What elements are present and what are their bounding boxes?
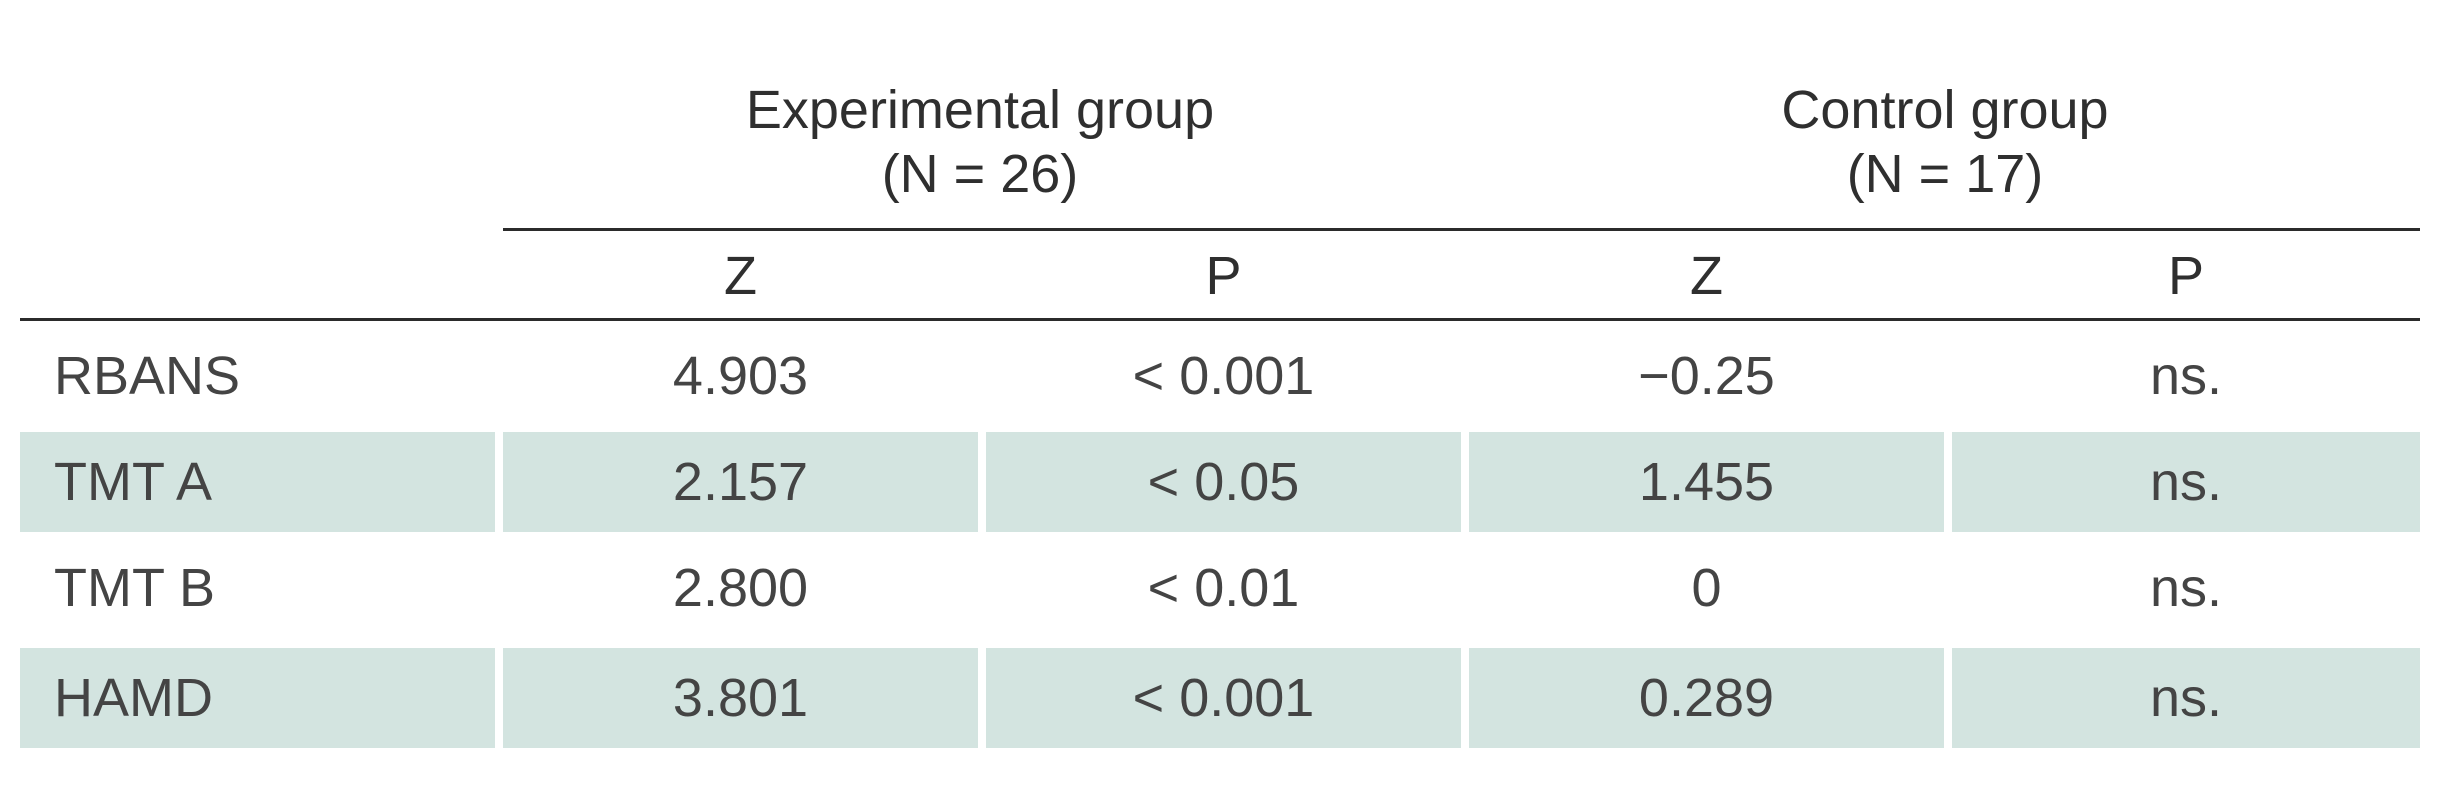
cell-p-experimental: < 0.01	[1147, 558, 1300, 618]
cell-z-control: −0.25	[1638, 346, 1775, 406]
group-name: Experimental group	[745, 80, 1215, 140]
subheader-z-control: Z	[1690, 246, 1723, 306]
control-group-header: Control group (N = 17)	[1465, 78, 2425, 206]
row-label: TMT A	[20, 432, 495, 532]
table-row: TMT A 2.157 < 0.05 1.455 ns.	[20, 432, 2420, 532]
cell-z-control: 0.289	[1469, 648, 1944, 748]
table-row: HAMD 3.801 < 0.001 0.289 ns.	[20, 648, 2420, 748]
subheader-rule	[20, 318, 2420, 321]
cell-z-experimental: 2.157	[503, 432, 978, 532]
experimental-group-header: Experimental group (N = 26)	[500, 78, 1460, 206]
subheader-row: Z P Z P	[20, 238, 2420, 314]
table-row: RBANS 4.903 < 0.001 −0.25 ns.	[20, 326, 2420, 426]
cell-z-control: 1.455	[1469, 432, 1944, 532]
row-label: HAMD	[20, 648, 495, 748]
cell-z-experimental: 2.800	[672, 558, 809, 618]
cell-p-control: ns.	[2149, 346, 2223, 406]
cell-z-control: 0	[1691, 558, 1722, 618]
cell-p-control: ns.	[1952, 432, 2420, 532]
group-header-rule	[503, 228, 2420, 231]
cell-p-experimental: < 0.001	[986, 648, 1461, 748]
group-sample-size: (N = 17)	[1846, 144, 2044, 204]
group-name: Control group	[1781, 80, 2109, 140]
cell-p-experimental: < 0.05	[986, 432, 1461, 532]
group-sample-size: (N = 26)	[881, 144, 1079, 204]
subheader-p-experimental: P	[1205, 246, 1242, 306]
row-label: TMT B	[54, 558, 215, 618]
cell-z-experimental: 4.903	[672, 346, 809, 406]
subheader-z-experimental: Z	[724, 246, 757, 306]
cell-p-control: ns.	[2149, 558, 2223, 618]
cell-z-experimental: 3.801	[503, 648, 978, 748]
row-label: RBANS	[54, 346, 241, 406]
cell-p-experimental: < 0.001	[1132, 346, 1315, 406]
subheader-p-control: P	[2167, 246, 2205, 306]
table-row: TMT B 2.800 < 0.01 0 ns.	[20, 538, 2420, 638]
cell-p-control: ns.	[1952, 648, 2420, 748]
